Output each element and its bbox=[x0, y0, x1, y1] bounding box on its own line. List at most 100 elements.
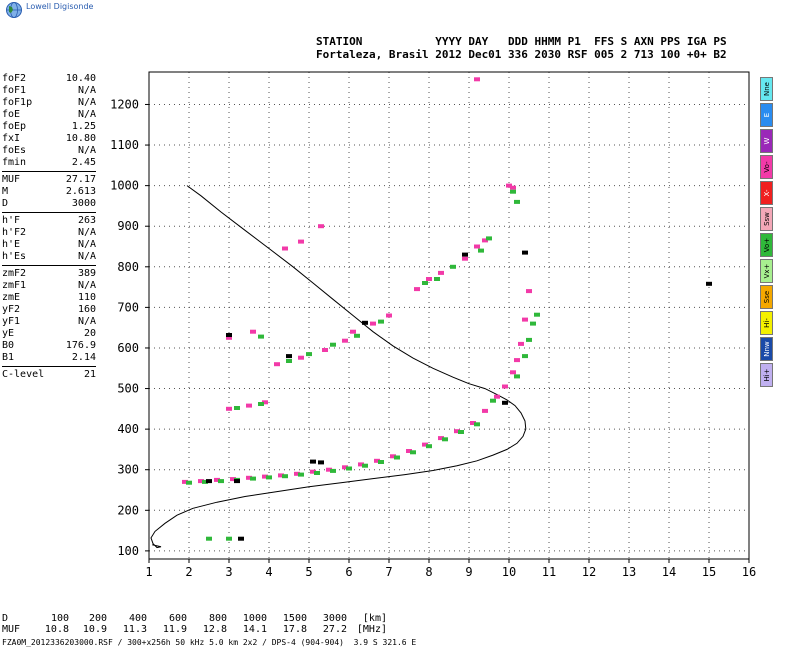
echo-point bbox=[362, 320, 368, 325]
x-tick-label: 3 bbox=[225, 565, 232, 579]
legend-label: W bbox=[762, 137, 771, 145]
y-tick-label: 1200 bbox=[110, 97, 139, 111]
echo-point bbox=[298, 239, 304, 244]
legend-label: E bbox=[762, 112, 771, 118]
y-tick-label: 900 bbox=[117, 219, 139, 233]
param-row: h'Es N/A bbox=[2, 251, 96, 263]
muf-table-cell: [km] bbox=[362, 613, 387, 624]
x-tick-label: 4 bbox=[265, 565, 272, 579]
param-value: 110 bbox=[77, 292, 96, 303]
x-tick-label: 1 bbox=[145, 565, 152, 579]
header-line-1: STATION YYYY DAY DDD HHMM P1 FFS S AXN P… bbox=[316, 35, 727, 48]
echo-point bbox=[482, 408, 488, 413]
echo-point bbox=[198, 479, 204, 484]
x-tick-label: 8 bbox=[425, 565, 432, 579]
param-value: 10.80 bbox=[65, 133, 96, 144]
param-name: h'Es bbox=[2, 251, 27, 262]
echo-point bbox=[226, 406, 232, 411]
echo-point bbox=[514, 374, 520, 379]
echo-point bbox=[518, 341, 524, 346]
echo-point bbox=[258, 334, 264, 339]
param-separator bbox=[2, 366, 96, 367]
param-row: h'F2 N/A bbox=[2, 227, 96, 239]
muf-table-row: D 100 200 400 600 800 1000 1500 3000 [km] bbox=[2, 613, 402, 624]
echo-point bbox=[530, 321, 536, 326]
legend-item: Nnw bbox=[760, 337, 773, 361]
param-name: h'F bbox=[2, 215, 21, 226]
param-row: B0 176.9 bbox=[2, 340, 96, 352]
echo-point bbox=[206, 479, 212, 484]
echo-point bbox=[350, 329, 356, 334]
echo-point bbox=[226, 335, 232, 340]
echo-point bbox=[234, 406, 240, 410]
param-name: M bbox=[2, 186, 9, 197]
param-value: 3000 bbox=[71, 198, 96, 209]
y-tick-label: 700 bbox=[117, 300, 139, 314]
param-row: zmF2 389 bbox=[2, 268, 96, 280]
y-tick-label: 400 bbox=[117, 422, 139, 436]
param-value: N/A bbox=[77, 85, 96, 96]
param-name: h'F2 bbox=[2, 227, 27, 238]
echo-point bbox=[374, 458, 380, 463]
echo-point bbox=[314, 471, 320, 475]
param-row: h'E N/A bbox=[2, 239, 96, 251]
param-row: D 3000 bbox=[2, 198, 96, 210]
param-value: 10.40 bbox=[65, 73, 96, 84]
axis-ticks: 1 2 3 4 5 6 7 8 9 10 11 12 13 14 15 1610020030040050060… bbox=[110, 97, 756, 579]
echo-point bbox=[406, 449, 412, 453]
echo-point bbox=[346, 466, 352, 471]
echo-point bbox=[318, 460, 324, 465]
echo-point bbox=[426, 277, 432, 281]
echo-point bbox=[502, 400, 508, 405]
param-value: 160 bbox=[77, 304, 96, 315]
echo-point bbox=[318, 224, 324, 229]
param-value: 2.14 bbox=[71, 352, 96, 363]
param-row: foEs N/A bbox=[2, 145, 96, 157]
echo-point bbox=[426, 444, 432, 449]
param-value: 21 bbox=[83, 369, 96, 380]
param-row: zmF1 N/A bbox=[2, 280, 96, 292]
param-name: yF1 bbox=[2, 316, 21, 327]
param-name: h'E bbox=[2, 239, 21, 250]
legend-item: Vo+ bbox=[760, 233, 773, 257]
echo-point bbox=[474, 244, 480, 249]
echo-point bbox=[230, 477, 236, 482]
echo-point bbox=[450, 264, 456, 269]
param-row: yF2 160 bbox=[2, 304, 96, 316]
param-name: MUF bbox=[2, 174, 21, 185]
x-tick-label: 15 bbox=[702, 565, 716, 579]
param-row: foF1p N/A bbox=[2, 97, 96, 109]
muf-table-cell: 400 bbox=[128, 613, 147, 624]
param-name: foF2 bbox=[2, 73, 27, 84]
echo-point bbox=[326, 467, 332, 472]
echo-point bbox=[438, 270, 444, 275]
file-info-footer: FZA0M_2012336203000.RSF / 300+x256h 50 k… bbox=[2, 638, 417, 647]
echo-point bbox=[526, 337, 532, 342]
echo-point bbox=[238, 536, 244, 541]
muf-table-cell: 1000 bbox=[242, 613, 267, 624]
echo-point bbox=[510, 370, 516, 375]
echo-point bbox=[394, 455, 400, 460]
param-name: foEp bbox=[2, 121, 27, 132]
x-tick-label: 9 bbox=[465, 565, 472, 579]
muf-table-cell: 14.1 bbox=[242, 624, 267, 635]
legend-item: E bbox=[760, 103, 773, 127]
echo-point bbox=[246, 403, 252, 408]
legend-label: Hi- bbox=[762, 318, 771, 328]
echo-point bbox=[458, 430, 464, 434]
echo-point bbox=[330, 342, 336, 347]
param-value: N/A bbox=[77, 227, 96, 238]
param-value: 20 bbox=[83, 328, 96, 339]
y-tick-label: 800 bbox=[117, 260, 139, 274]
muf-table-row: MUF 10.8 10.9 11.3 11.9 12.8 14.1 17.8 27.2 [MHz] bbox=[2, 624, 402, 635]
echo-point bbox=[522, 250, 528, 255]
param-row: C-level 21 bbox=[2, 369, 96, 381]
muf-table-cell: 3000 bbox=[322, 613, 347, 624]
param-row: fmin 2.45 bbox=[2, 157, 96, 169]
echo-point bbox=[526, 289, 532, 294]
echo-point bbox=[486, 236, 492, 241]
legend-label: Vo- bbox=[762, 161, 771, 173]
header-line-2: Fortaleza, Brasil 2012 Dec01 336 2030 RS… bbox=[316, 48, 727, 61]
echo-point bbox=[214, 477, 220, 482]
legend-item: Hi- bbox=[760, 311, 773, 335]
